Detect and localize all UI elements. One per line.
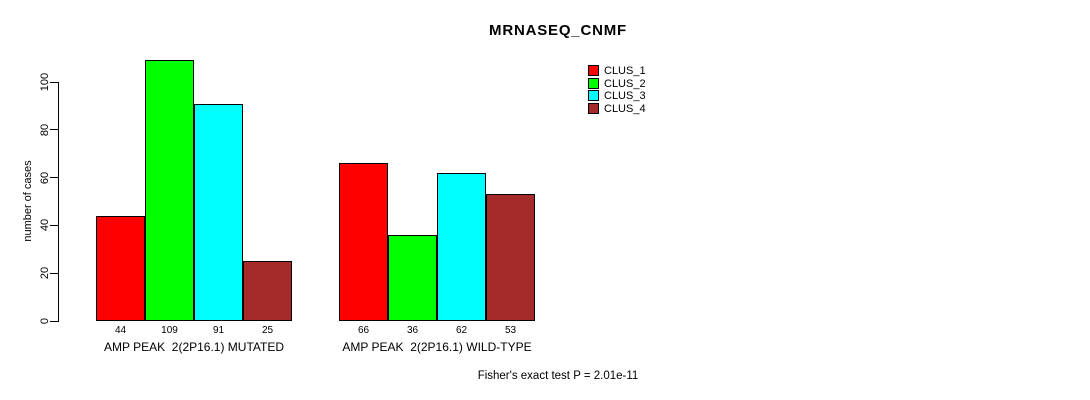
- annotation-text: Fisher's exact test P = 2.01e-11: [477, 370, 639, 382]
- legend-label: CLUS_3: [604, 90, 646, 103]
- bar: [145, 60, 194, 321]
- legend-label: CLUS_1: [604, 65, 646, 77]
- bar-value-label: 109: [161, 325, 178, 336]
- bar-value-label: 62: [455, 325, 468, 336]
- y-tick: [50, 272, 58, 274]
- bar: [437, 172, 486, 321]
- y-tick: [50, 81, 58, 83]
- y-axis-label: number of cases: [22, 160, 34, 242]
- bar-value-label: 53: [504, 325, 517, 336]
- bar: [194, 103, 243, 321]
- legend-item: CLUS_4: [588, 103, 708, 115]
- legend-swatch-icon: [588, 77, 599, 89]
- legend-label: CLUS_4: [604, 103, 646, 116]
- group-label: AMP PEAK 2(2P16.1) WILD-TYPE: [342, 340, 532, 354]
- bar-value-label: 44: [114, 325, 127, 336]
- group-label: AMP PEAK 2(2P16.1) MUTATED: [103, 340, 285, 354]
- y-tick: [50, 224, 58, 226]
- bar-value-label: 25: [261, 325, 274, 336]
- legend-swatch-icon: [588, 90, 599, 102]
- bar: [243, 261, 292, 321]
- legend-item: CLUS_2: [588, 77, 708, 90]
- y-tick: [50, 129, 58, 131]
- y-tick: [50, 177, 58, 179]
- chart-title: MRNASEQ_CNMF: [489, 22, 627, 39]
- bar-value-label: 66: [357, 325, 370, 336]
- legend-item: CLUS_1: [588, 65, 708, 77]
- y-tick-label: 80: [39, 123, 51, 136]
- bar-value-label: 91: [212, 325, 225, 336]
- legend-swatch-icon: [588, 65, 599, 76]
- legend-swatch-icon: [588, 103, 599, 115]
- legend-item: CLUS_3: [588, 90, 708, 102]
- y-tick-label: 100: [39, 72, 51, 92]
- y-axis-line: [58, 82, 59, 322]
- y-tick-label: 20: [39, 267, 51, 280]
- bar-value-label: 36: [406, 325, 419, 336]
- y-tick-label: 0: [39, 317, 51, 325]
- bar: [486, 194, 535, 321]
- y-tick: [50, 320, 58, 322]
- y-tick-label: 60: [39, 171, 51, 184]
- y-tick-label: 40: [39, 219, 51, 232]
- legend-label: CLUS_2: [604, 77, 646, 90]
- bar: [96, 215, 145, 321]
- legend: CLUS_1 CLUS_2 CLUS_3 CLUS_4: [588, 65, 708, 121]
- bar: [388, 234, 437, 321]
- bar: [339, 163, 388, 321]
